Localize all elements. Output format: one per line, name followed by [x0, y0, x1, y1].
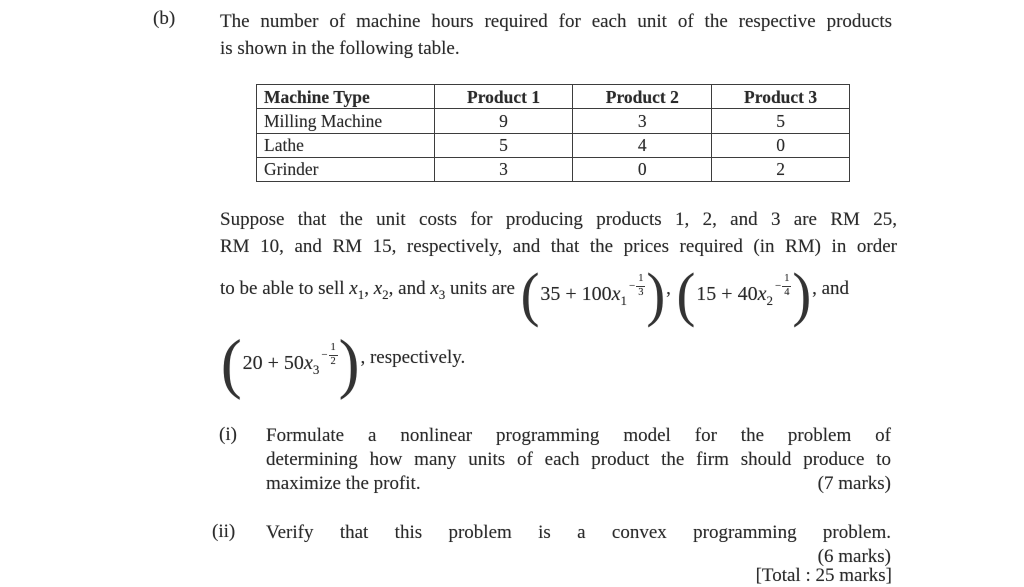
- variable-x2: x2: [373, 278, 389, 302]
- price-formula-1: (35 + 100x1−1 3): [520, 261, 666, 329]
- cell-machine: Milling Machine: [256, 108, 435, 134]
- machine-hours-table: Machine Type Product 1 Product 2 Product…: [256, 83, 850, 183]
- question-i-label: (i): [219, 424, 237, 445]
- cell-value: 5: [433, 132, 574, 158]
- costs-line-1: Suppose that the unit costs for producin…: [220, 209, 897, 230]
- table-row: Grinder 3 0 2: [256, 156, 850, 183]
- question-i-line-3: maximize the profit. (7 marks): [266, 472, 891, 496]
- cell-value: 4: [572, 132, 713, 158]
- table-row: Lathe 5 4 0: [256, 132, 850, 158]
- intro-paragraph: The number of machine hours required for…: [220, 8, 892, 62]
- costs-line-2: RM 10, and RM 15, respectively, and that…: [220, 236, 897, 257]
- question-i-text: maximize the profit.: [266, 473, 421, 494]
- header-product-2: Product 2: [572, 83, 713, 110]
- costs-paragraph: Suppose that the unit costs for producin…: [220, 206, 897, 260]
- table-header-row: Machine Type Product 1 Product 2 Product…: [256, 83, 850, 110]
- comma-and-text: , and: [812, 278, 850, 299]
- question-ii-line-1: Verify that this problem is a convex pro…: [266, 522, 891, 543]
- exponent: −1 2: [321, 341, 338, 368]
- intro-line-2: is shown in the following table.: [220, 38, 460, 59]
- sell-text: to be able to sell: [220, 278, 345, 299]
- comma-and: , and: [388, 278, 426, 299]
- cell-machine: Grinder: [256, 156, 435, 183]
- table-row: Milling Machine 9 3 5: [256, 108, 850, 134]
- question-i-body: Formulate a nonlinear programming model …: [266, 424, 891, 496]
- question-ii-marks: (6 marks): [817, 546, 891, 567]
- part-b-label: (b): [153, 8, 176, 29]
- cell-value: 9: [433, 108, 574, 134]
- question-i-line-1: Formulate a nonlinear programming model …: [266, 425, 891, 446]
- question-ii-label: (ii): [212, 521, 236, 542]
- respectively-text: , respectively.: [360, 347, 466, 368]
- comma: ,: [364, 278, 369, 299]
- cell-machine: Lathe: [256, 132, 435, 158]
- price-formula-3: (20 + 50x3−1 2): [221, 327, 360, 401]
- exponent: −1 4: [774, 272, 792, 299]
- header-product-3: Product 3: [711, 83, 850, 110]
- header-product-1: Product 1: [433, 83, 574, 110]
- question-i-line-2: determining how many units of each produ…: [266, 449, 891, 470]
- header-machine-type: Machine Type: [256, 83, 435, 110]
- intro-line-1: The number of machine hours required for…: [220, 11, 892, 32]
- cell-value: 3: [572, 108, 713, 134]
- third-price-formula-line: (20 + 50x3−1 2), respectively.: [220, 320, 465, 396]
- units-are-text: units are: [450, 278, 515, 299]
- cell-value: 3: [433, 156, 574, 183]
- price-formula-2: (15 + 40x2−1 4): [676, 261, 812, 329]
- question-ii-body: Verify that this problem is a convex pro…: [266, 521, 891, 569]
- question-i-marks: (7 marks): [817, 473, 891, 494]
- cell-value: 0: [711, 132, 850, 158]
- variable-x1: x1: [349, 278, 365, 302]
- cell-value: 2: [711, 156, 850, 183]
- separator-comma: ,: [666, 278, 671, 299]
- exponent: −1 3: [629, 272, 646, 299]
- variable-x3: x3: [430, 278, 446, 302]
- cell-value: 0: [572, 156, 713, 183]
- total-marks-partial: [Total : 25 marks]: [755, 565, 892, 586]
- cell-value: 5: [711, 108, 850, 134]
- prices-formula-line: to be able to sell x1, x2, and x3 units …: [220, 256, 850, 329]
